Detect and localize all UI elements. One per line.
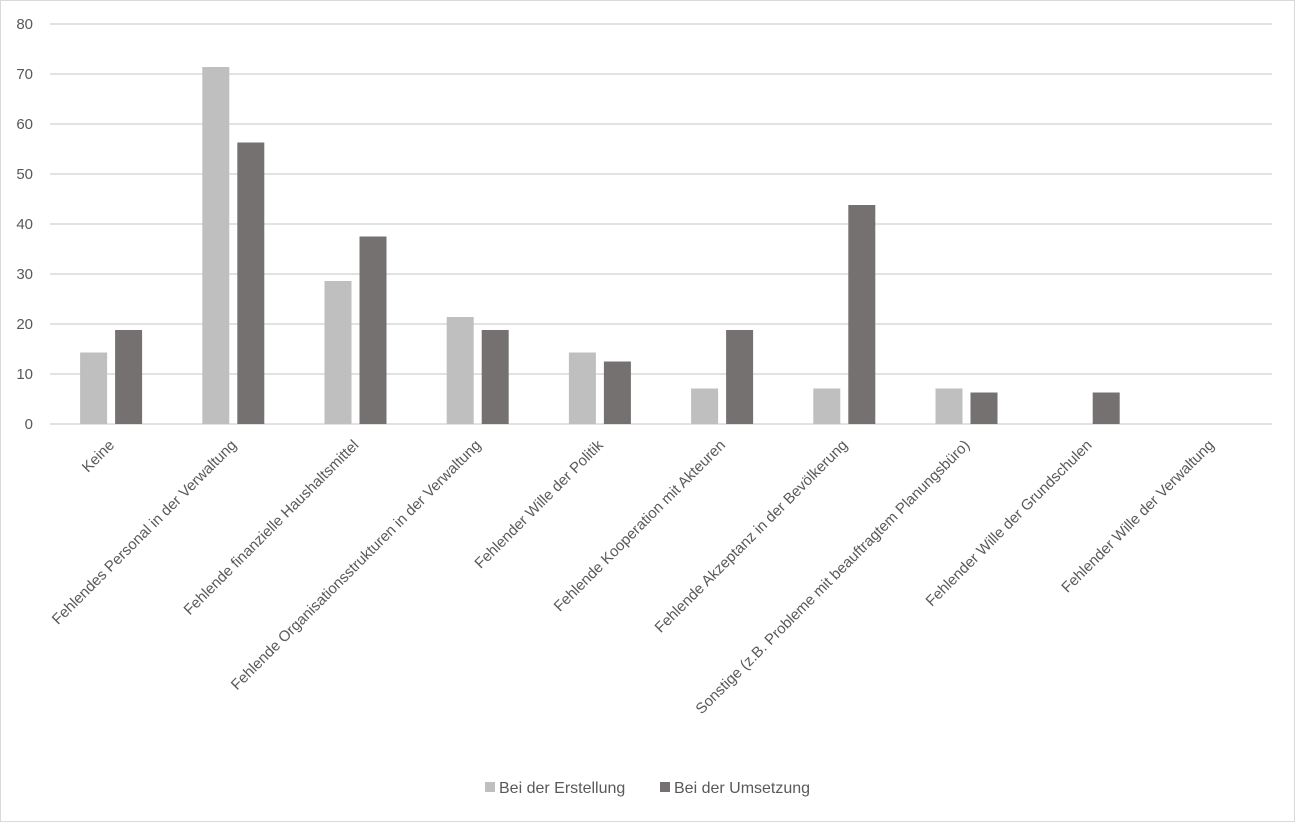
legend-swatch [660,782,670,792]
bar-umsetzung [115,330,143,424]
bar-umsetzung [603,361,631,424]
y-tick-label: 60 [16,116,33,133]
y-tick-label: 10 [16,366,33,383]
y-tick-label: 50 [16,166,33,183]
y-tick-label: 70 [16,66,33,83]
bar-erstellung [446,317,474,424]
bar-umsetzung [726,330,754,424]
bar-umsetzung [1092,392,1120,424]
bar-erstellung [691,388,719,424]
bar-umsetzung [359,236,387,424]
bar-erstellung [813,388,841,424]
x-category-label: Sonstige (z.B. Probleme mit beauftragtem… [692,437,973,718]
bar-erstellung [202,67,230,424]
bar-umsetzung [970,392,998,424]
bar-erstellung [935,388,963,424]
bar-erstellung [324,281,352,424]
x-category-label: Keine [79,437,118,476]
x-category-label: Fehlende Organisationsstrukturen in der … [228,437,485,694]
x-category-label: Fehlende Akzeptanz in der Bevölkerung [652,437,852,637]
y-axis-tick-labels: 0 10 20 30 40 50 60 70 80 [16,16,33,433]
legend: Bei der Erstellung Bei der Umsetzung [485,780,810,797]
y-tick-label: 30 [16,266,33,283]
gridlines [50,23,1272,425]
y-tick-label: 40 [16,216,33,233]
bar-umsetzung [848,205,876,424]
y-tick-label: 0 [25,416,33,433]
bar-umsetzung [481,330,509,424]
y-tick-label: 80 [16,16,33,33]
bars [80,67,1120,424]
legend-label: Bei der Umsetzung [674,780,810,797]
bar-erstellung [568,352,596,424]
legend-swatch [485,782,495,792]
y-tick-label: 20 [16,316,33,333]
bar-umsetzung [237,142,265,424]
bar-erstellung [80,352,108,424]
legend-label: Bei der Erstellung [499,780,625,797]
x-category-label: Fehlender Wille der Politik [471,436,607,572]
